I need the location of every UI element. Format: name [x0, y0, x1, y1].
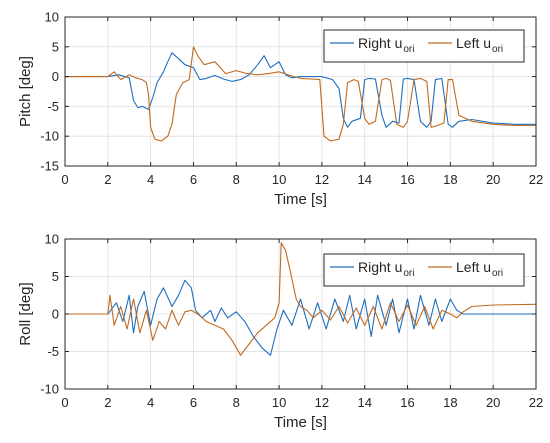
series-line-left: [65, 242, 537, 356]
y-tick-label: -10: [40, 129, 59, 144]
x-tick-label: 10: [272, 395, 286, 410]
x-tick-label: 22: [529, 395, 543, 410]
y-tick-label: -15: [40, 159, 59, 174]
x-tick-label: 14: [357, 395, 371, 410]
legend: Right uori Left uori: [323, 253, 525, 287]
axes-frame: [64, 16, 537, 167]
pitch-chart: 0 2 4 6 8 10 12 14 16 18 20 22 -15 -10 -5 0 5 10 Time [s] P…: [17, 10, 543, 209]
legend-label: Right uori: [358, 35, 414, 55]
x-tick-label: 2: [104, 172, 111, 187]
x-tick-label: 20: [486, 172, 500, 187]
y-axis-label: Roll [deg]: [17, 282, 34, 345]
x-tick-label: 10: [272, 172, 286, 187]
y-tick-label: 5: [52, 269, 59, 284]
x-tick-label: 6: [190, 395, 197, 410]
series-line-right: [65, 52, 536, 128]
legend-box: [323, 29, 525, 63]
x-tick-label: 18: [443, 172, 457, 187]
x-tick-label: 0: [61, 172, 68, 187]
x-tick-label: 8: [233, 172, 240, 187]
legend-label: Right uori: [358, 259, 414, 279]
x-axis-label: Time [s]: [274, 191, 327, 208]
x-tick-label: 14: [357, 172, 371, 187]
x-tick-label: 0: [61, 395, 68, 410]
y-tick-label: 10: [45, 232, 59, 247]
legend-label: Left uori: [456, 259, 503, 279]
x-tick-label: 18: [443, 395, 457, 410]
series-line-left: [65, 46, 536, 142]
x-tick-label: 4: [147, 395, 154, 410]
x-tick-label: 20: [486, 395, 500, 410]
x-tick-label: 8: [233, 395, 240, 410]
legend: Right uori Left uori: [323, 29, 525, 63]
x-tick-label: 4: [147, 172, 154, 187]
legend-label: Left uori: [456, 35, 503, 55]
legend-box: [323, 253, 525, 287]
y-tick-label: 0: [52, 69, 59, 84]
series-line-right: [65, 279, 536, 356]
y-tick-label: 0: [52, 307, 59, 322]
x-tick-label: 12: [315, 395, 329, 410]
y-tick-label: -5: [47, 99, 59, 114]
y-tick-label: 10: [45, 10, 59, 25]
x-tick-label: 12: [315, 172, 329, 187]
y-tick-label: -10: [40, 382, 59, 397]
x-tick-label: 22: [529, 172, 543, 187]
x-tick-label: 16: [400, 395, 414, 410]
y-axis-label: Pitch [deg]: [17, 56, 34, 127]
x-tick-label: 6: [190, 172, 197, 187]
x-axis-label: Time [s]: [274, 414, 327, 431]
x-tick-label: 16: [400, 172, 414, 187]
roll-chart: 0 2 4 6 8 10 12 14 16 18 20 22 -10 -5 0 5 10 Time [s] Roll…: [17, 232, 543, 432]
y-tick-label: -5: [47, 344, 59, 359]
y-tick-label: 5: [52, 39, 59, 54]
x-tick-label: 2: [104, 395, 111, 410]
